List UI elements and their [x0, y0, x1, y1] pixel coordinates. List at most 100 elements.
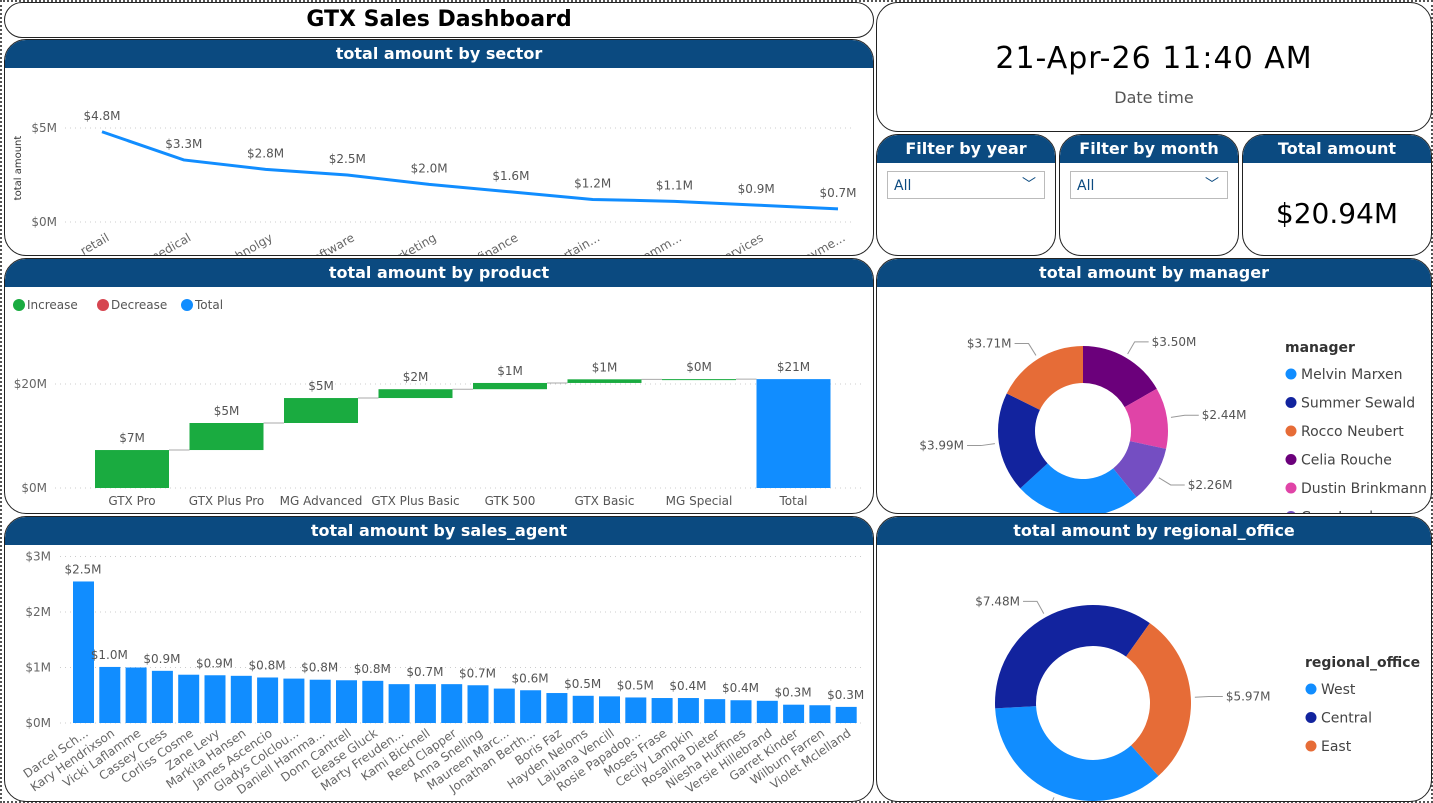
agent-panel: total amount by sales_agent $0M $1M $2M $3M $…	[4, 516, 874, 802]
agent-bar	[599, 696, 620, 723]
sector-line-chart: $0M $5M total amount $4.8M retail $3.3M medica…	[13, 109, 857, 256]
x-tick-label: software	[305, 230, 357, 256]
legend-title: regional_office	[1305, 655, 1420, 671]
agent-bar	[835, 706, 857, 723]
data-label: $0.5M	[617, 678, 654, 692]
data-label: $0M	[686, 360, 712, 374]
data-label: $0.9M	[738, 182, 775, 196]
slice-label: $2.44M	[1202, 408, 1247, 422]
data-label: $2.8M	[247, 146, 284, 160]
total-card: Total amount $20.94M	[1242, 134, 1432, 256]
x-tick-label: employme...	[776, 230, 848, 256]
month-value: All	[1077, 178, 1095, 194]
data-label: $3.3M	[165, 137, 202, 151]
data-label: $1.0M	[91, 648, 128, 662]
agent-bar	[520, 690, 542, 723]
data-label: $21M	[777, 360, 810, 374]
slice-label: $3.71M	[967, 337, 1012, 351]
data-label: $0.7M	[819, 186, 856, 200]
y-tick-label: $0M	[25, 716, 51, 730]
total-value: $20.94M	[1275, 197, 1399, 230]
data-label: $2.5M	[64, 562, 101, 576]
data-label: $5M	[214, 404, 240, 418]
donut-slice	[1083, 346, 1157, 408]
donut-slice	[995, 605, 1150, 709]
leader-line	[1158, 477, 1185, 486]
agent-bar	[441, 684, 463, 723]
chevron-down-icon: ﹀	[1022, 177, 1036, 193]
agent-bar	[467, 685, 489, 723]
legend-label: Total	[194, 298, 223, 312]
waterfall-bar	[756, 379, 831, 488]
data-label: $0.4M	[669, 679, 706, 693]
leader-line	[1014, 343, 1037, 356]
product-waterfall-chart: $0M $20M Increase Decrease Total $7M GTX Pro $5…	[13, 298, 865, 508]
datetime-label: Date time	[1114, 88, 1194, 107]
slice-label: $3.99M	[919, 439, 964, 453]
x-tick-label: GTX Plus Pro	[189, 494, 265, 508]
legend-marker	[1286, 511, 1296, 513]
region-title: total amount by regional_office	[877, 517, 1431, 545]
agent-bar	[336, 680, 357, 723]
y-tick-label: $0M	[31, 215, 57, 229]
legend-title: manager	[1285, 340, 1355, 356]
year-filter-label: Filter by year	[877, 135, 1055, 163]
slice-label: $5.97M	[1226, 689, 1271, 703]
agent-bar	[677, 698, 699, 723]
agent-title: total amount by sales_agent	[5, 517, 873, 545]
year-value: All	[894, 178, 912, 194]
x-tick-label: GTX Pro	[108, 494, 155, 508]
agent-bar	[730, 700, 752, 723]
legend-marker	[1285, 454, 1297, 465]
data-label: $4.8M	[83, 109, 120, 123]
x-tick-label: telecomm...	[615, 230, 684, 256]
data-label: $1M	[592, 360, 618, 374]
year-dropdown[interactable]: All ﹀	[887, 171, 1045, 199]
agent-bar	[756, 700, 778, 723]
data-label: $0.3M	[775, 686, 812, 700]
dashboard-title: GTX Sales Dashboard	[306, 7, 572, 32]
product-title: total amount by product	[5, 259, 873, 287]
agent-bar	[151, 670, 173, 723]
legend-marker	[1305, 683, 1317, 695]
donut-slice	[998, 393, 1048, 489]
x-tick-label: entertain...	[538, 230, 603, 256]
agent-bar	[651, 698, 673, 723]
legend-marker	[13, 299, 25, 311]
agent-bar	[783, 704, 805, 723]
x-tick-label: GTX Basic	[574, 494, 634, 508]
y-tick-label: $3M	[25, 550, 51, 564]
agent-bar	[283, 678, 305, 723]
data-label: $0.7M	[459, 666, 496, 680]
agent-bar	[73, 581, 94, 723]
legend-label: Decrease	[111, 298, 167, 312]
x-tick-label: GTK 500	[485, 494, 536, 508]
leader-line	[967, 443, 995, 447]
agent-bar	[414, 684, 436, 723]
data-label: $0.8M	[249, 658, 286, 672]
x-tick-label: technolgy	[217, 230, 275, 256]
legend-item: Rocco Neubert	[1301, 424, 1404, 440]
datetime-value: 21-Apr-26 11:40 AM	[995, 41, 1313, 76]
legend-item: Summer Sewald	[1301, 396, 1415, 412]
legend-marker	[1305, 740, 1317, 752]
agent-bar	[625, 697, 647, 723]
legend-item: Melvin Marxen	[1301, 367, 1402, 383]
data-label: $0.3M	[827, 688, 864, 702]
waterfall-bar	[473, 382, 547, 390]
data-label: $0.4M	[722, 681, 759, 695]
leader-line	[1127, 341, 1149, 355]
datetime-card: 21-Apr-26 11:40 AM Date time	[876, 2, 1432, 132]
x-tick-label: finance	[475, 230, 520, 256]
region-panel: total amount by regional_office$7.49M$7.…	[876, 516, 1432, 802]
agent-bar	[809, 705, 831, 723]
chevron-down-icon: ﹀	[1205, 177, 1219, 193]
donut-slice	[1113, 441, 1167, 498]
donut-slice	[1126, 623, 1191, 776]
agent-bar	[493, 688, 515, 723]
month-filter-label: Filter by month	[1060, 135, 1238, 163]
x-tick-label: GTX Plus Basic	[371, 494, 459, 508]
data-label: $0.9M	[143, 652, 180, 666]
month-dropdown[interactable]: All ﹀	[1070, 171, 1228, 199]
